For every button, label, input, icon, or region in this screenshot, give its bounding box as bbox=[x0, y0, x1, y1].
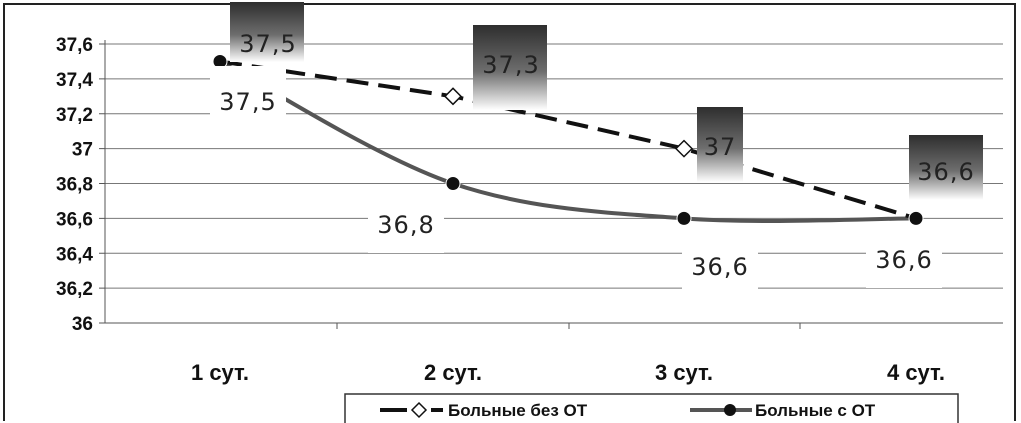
series-line-s-ot bbox=[219, 59, 917, 223]
data-label-box-bez-ot bbox=[473, 25, 547, 110]
y-tick-label: 37,4 bbox=[56, 70, 93, 91]
data-label-s-ot: 36,6 bbox=[875, 246, 932, 274]
point-marker-s-ot bbox=[676, 210, 692, 226]
data-labels: 37,5 37,3 37 36,6 37,5 36,8 36,6 36,6 bbox=[210, 2, 983, 290]
y-tick-labels: 36 36,2 36,4 36,6 36,8 37 37,2 37,4 37,6 bbox=[56, 35, 93, 335]
chart-frame bbox=[3, 3, 1016, 421]
legend: Больные без ОТ Больные с ОТ bbox=[344, 393, 959, 423]
legend-marker-s-ot bbox=[724, 404, 736, 416]
y-tick-label: 37,2 bbox=[56, 105, 93, 126]
y-tick-label: 36,8 bbox=[56, 175, 93, 196]
axes bbox=[99, 40, 1003, 329]
x-tick-label: 4 сут. bbox=[887, 360, 945, 385]
data-label-s-ot: 37,5 bbox=[219, 88, 276, 116]
y-tick-label: 37 bbox=[72, 140, 93, 161]
data-label-box-bez-ot bbox=[909, 135, 983, 200]
y-tick-label: 36,4 bbox=[56, 244, 93, 265]
data-label-box-s-ot bbox=[866, 233, 942, 288]
data-label-bez-ot: 37,5 bbox=[239, 30, 296, 58]
point-marker-s-ot bbox=[445, 176, 461, 191]
y-tick-label: 36,6 bbox=[56, 209, 93, 230]
data-label-s-ot: 36,6 bbox=[691, 253, 748, 281]
data-label-box-bez-ot bbox=[230, 2, 304, 62]
y-tick-label: 36 bbox=[72, 314, 93, 335]
x-tick-label: 2 сут. bbox=[424, 360, 482, 385]
legend-marker-bez-ot bbox=[410, 401, 428, 419]
data-label-bez-ot: 36,6 bbox=[917, 158, 974, 186]
x-tick-labels: 1 сут. 2 сут. 3 сут. 4 сут. bbox=[191, 360, 945, 385]
data-label-box-bez-ot bbox=[697, 107, 743, 182]
legend-box bbox=[344, 393, 959, 423]
x-tick-label: 3 сут. bbox=[655, 360, 713, 385]
data-label-s-ot: 36,8 bbox=[377, 211, 434, 239]
data-label-box-s-ot bbox=[368, 195, 444, 253]
series bbox=[212, 53, 924, 226]
series-line-bez-ot bbox=[219, 59, 917, 221]
y-tick-label: 36,2 bbox=[56, 279, 93, 300]
data-label-box-s-ot bbox=[210, 66, 286, 120]
data-label-bez-ot: 37 bbox=[704, 133, 737, 161]
data-label-box-s-ot bbox=[682, 245, 758, 290]
legend-label-s-ot: Больные с ОТ bbox=[755, 401, 876, 420]
point-marker-s-ot-top bbox=[910, 212, 922, 225]
point-marker-bez-ot bbox=[674, 139, 694, 158]
x-tick-label: 1 сут. bbox=[191, 360, 249, 385]
y-tick-label: 37,6 bbox=[56, 35, 93, 56]
point-marker-bez-ot bbox=[443, 87, 463, 106]
legend-label-bez-ot: Больные без ОТ bbox=[448, 401, 588, 420]
data-label-bez-ot: 37,3 bbox=[482, 51, 539, 79]
